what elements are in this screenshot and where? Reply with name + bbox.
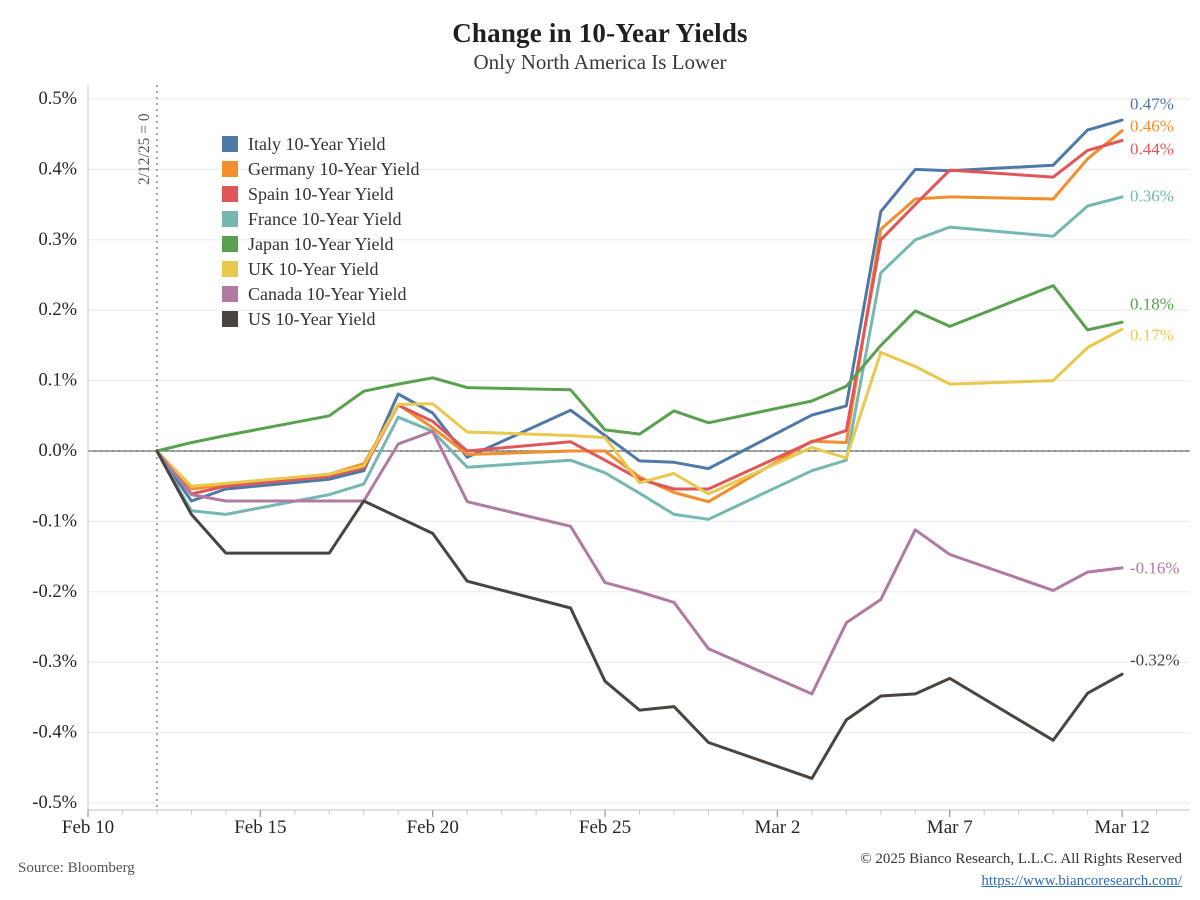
x-axis-tick-label: Feb 20 [407,817,459,838]
series-end-label-uk: 0.17% [1130,326,1174,345]
series-line-us [155,449,1124,780]
x-axis-tick-label: Feb 10 [62,817,114,838]
y-axis-tick-label: 0.0% [38,441,77,461]
legend-label-italy: Italy 10-Year Yield [248,134,385,154]
legend-label-germany: Germany 10-Year Yield [248,159,419,179]
series-line-italy [155,118,1124,503]
x-axis-tick-label: Feb 25 [579,817,631,838]
series-line-uk [155,327,1124,496]
legend-label-us: US 10-Year Yield [248,309,376,329]
series-line-canada [155,429,1124,696]
y-axis-tick-label: 0.3% [38,230,77,250]
legend-item-spain: Spain 10-Year Yield [222,184,394,204]
legend-item-uk: UK 10-Year Yield [222,259,379,279]
y-axis-tick-label: -0.3% [32,652,77,672]
series-end-label-france: 0.36% [1130,187,1174,206]
baseline-annotation-label: 2/12/25 = 0 [136,113,153,185]
series-end-label-italy: 0.47% [1130,95,1174,114]
series-line-spain [155,139,1124,496]
series-end-label-japan: 0.18% [1130,295,1174,314]
x-axis-tick-label: Feb 15 [234,817,286,838]
legend-swatch-italy [222,136,238,152]
series-end-label-canada: -0.16% [1130,559,1180,578]
legend-swatch-us [222,311,238,327]
legend-label-spain: Spain 10-Year Yield [248,184,394,204]
legend-swatch-canada [222,286,238,302]
legend-item-canada: Canada 10-Year Yield [222,284,406,304]
attribution-block: © 2025 Bianco Research, L.L.C. All Right… [582,848,1182,892]
legend-label-japan: Japan 10-Year Yield [248,234,393,254]
legend-swatch-uk [222,261,238,277]
legend-swatch-germany [222,161,238,177]
y-axis-tick-label: -0.1% [32,511,77,531]
legend-item-france: France 10-Year Yield [222,209,401,229]
x-axis-tick-label: Mar 12 [1094,817,1149,838]
website-link[interactable]: https://www.biancoresearch.com/ [981,873,1182,889]
legend-label-canada: Canada 10-Year Yield [248,284,406,304]
y-axis-tick-label: 0.2% [38,300,77,320]
x-axis-tick-label: Mar 7 [927,817,973,838]
y-axis-tick-label: 0.4% [38,159,77,179]
x-axis-tick-label: Mar 2 [754,817,800,838]
chart-subtitle: Only North America Is Lower [473,50,727,74]
legend-swatch-france [222,211,238,227]
legend-label-france: France 10-Year Yield [248,209,401,229]
y-axis-tick-label: 0.5% [38,89,77,109]
legend-swatch-japan [222,236,238,252]
legend-item-italy: Italy 10-Year Yield [222,134,385,154]
series-end-label-us: -0.32% [1130,651,1180,670]
series-line-japan [155,284,1124,453]
series-line-france [155,195,1124,521]
copyright-note: © 2025 Bianco Research, L.L.C. All Right… [860,851,1182,867]
legend-item-germany: Germany 10-Year Yield [222,159,419,179]
series-end-label-spain: 0.44% [1130,140,1174,159]
chart-title: Change in 10-Year Yields [452,18,748,48]
legend: Italy 10-Year Yield Germany 10-Year Yield… [222,134,419,329]
legend-item-japan: Japan 10-Year Yield [222,234,393,254]
y-axis-tick-label: -0.2% [32,582,77,602]
legend-item-us: US 10-Year Yield [222,309,376,329]
source-note: Source: Bloomberg [18,860,135,876]
legend-label-uk: UK 10-Year Yield [248,259,379,279]
series-end-label-germany: 0.46% [1130,117,1174,136]
legend-swatch-spain [222,186,238,202]
y-axis-tick-label: 0.1% [38,371,77,391]
y-axis-tick-label: -0.5% [32,793,77,813]
y-axis-tick-label: -0.4% [32,723,77,743]
